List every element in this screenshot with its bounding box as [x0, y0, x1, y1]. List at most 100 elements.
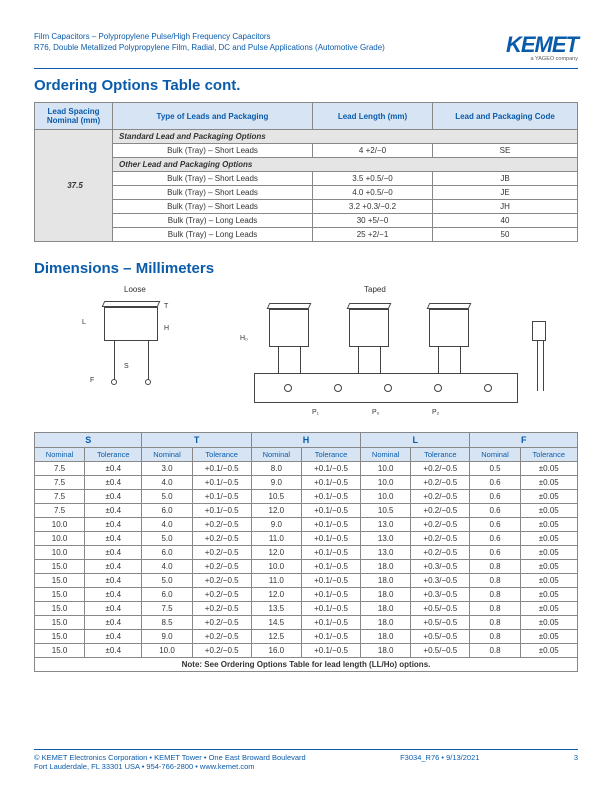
cell: +0.2/−0.5 [411, 546, 470, 560]
cell: ±0.4 [85, 574, 142, 588]
sub-nom: Nominal [35, 448, 85, 462]
cell: +0.1/−0.5 [301, 644, 360, 658]
footer-line1: © KEMET Electronics Corporation • KEMET … [34, 753, 306, 763]
cell: ±0.05 [520, 644, 577, 658]
taped-capacitor-icon: H₀ P₁ P₀ P₂ [254, 291, 534, 411]
col-lead-spacing: Lead Spacing Nominal (mm) [35, 103, 113, 130]
cell: +0.2/−0.5 [192, 588, 251, 602]
cell: 8.5 [142, 616, 192, 630]
cell: ±0.05 [520, 532, 577, 546]
table-row: 15.0±0.44.0+0.2/−0.510.0+0.1/−0.518.0+0.… [35, 560, 578, 574]
cell: +0.1/−0.5 [301, 504, 360, 518]
dim-h0: H₀ [240, 335, 248, 342]
cell: 0.8 [470, 560, 520, 574]
cell: +0.2/−0.5 [411, 518, 470, 532]
sub-tol: Tolerance [301, 448, 360, 462]
table-row: 7.5±0.46.0+0.1/−0.512.0+0.1/−0.510.5+0.2… [35, 504, 578, 518]
dimensions-table: S T H L F NominalTolerance NominalTolera… [34, 432, 578, 672]
kemet-logo: KEMET [506, 32, 578, 58]
cell: ±0.4 [85, 644, 142, 658]
cell: +0.1/−0.5 [301, 588, 360, 602]
cell: 0.8 [470, 588, 520, 602]
cell: ±0.4 [85, 602, 142, 616]
cell: +0.3/−0.5 [411, 560, 470, 574]
cell: 15.0 [35, 644, 85, 658]
cell: 13.0 [361, 546, 411, 560]
cell: 6.0 [142, 546, 192, 560]
table-row: 7.5±0.45.0+0.1/−0.510.5+0.1/−0.510.0+0.2… [35, 490, 578, 504]
loose-label: Loose [124, 285, 146, 294]
cell: 5.0 [142, 532, 192, 546]
cell: +0.1/−0.5 [192, 476, 251, 490]
cell: Bulk (Tray) – Short Leads [113, 172, 313, 186]
cell: 4.0 [142, 476, 192, 490]
cell: 4.0 [142, 560, 192, 574]
cell: 7.5 [35, 490, 85, 504]
cell: ±0.05 [520, 574, 577, 588]
cell: 10.5 [251, 490, 301, 504]
cell: 11.0 [251, 574, 301, 588]
cell: 11.0 [251, 532, 301, 546]
cell: 7.5 [35, 504, 85, 518]
cell: 13.0 [361, 518, 411, 532]
cell: +0.2/−0.5 [192, 532, 251, 546]
table-row: Bulk (Tray) – Long Leads25 +2/−150 [35, 228, 578, 242]
dimensions-diagram: Loose Taped L T H S F H₀ P₁ P₀ P₂ [34, 285, 578, 420]
cell: ±0.05 [520, 616, 577, 630]
cell: +0.2/−0.5 [411, 504, 470, 518]
cell: 6.0 [142, 588, 192, 602]
grp-f: F [470, 433, 578, 448]
cell: 18.0 [361, 574, 411, 588]
cell: +0.3/−0.5 [411, 588, 470, 602]
table-row: 15.0±0.48.5+0.2/−0.514.5+0.1/−0.518.0+0.… [35, 616, 578, 630]
cell: 10.0 [35, 546, 85, 560]
col-lead-type: Type of Leads and Packaging [113, 103, 313, 130]
cell: 3.0 [142, 462, 192, 476]
cell: +0.2/−0.5 [192, 616, 251, 630]
grp-l: L [361, 433, 470, 448]
cell: 10.0 [35, 532, 85, 546]
page-header: Film Capacitors – Polypropylene Pulse/Hi… [34, 32, 578, 62]
cell: +0.1/−0.5 [192, 504, 251, 518]
ordering-title: Ordering Options Table cont. [34, 77, 578, 94]
col-packaging-code: Lead and Packaging Code [433, 103, 578, 130]
table-row: 10.0±0.46.0+0.2/−0.512.0+0.1/−0.513.0+0.… [35, 546, 578, 560]
cell: +0.5/−0.5 [411, 602, 470, 616]
cell: 12.0 [251, 504, 301, 518]
cell: 0.6 [470, 490, 520, 504]
cell: ±0.05 [520, 518, 577, 532]
cell: 7.5 [35, 476, 85, 490]
loose-capacitor-icon: L T H S F [94, 305, 174, 385]
cell: +0.1/−0.5 [301, 476, 360, 490]
cell: ±0.4 [85, 532, 142, 546]
dim-group-header: S T H L F [35, 433, 578, 448]
cell: 15.0 [35, 588, 85, 602]
cell: 8.0 [251, 462, 301, 476]
cell: ±0.05 [520, 490, 577, 504]
cell: Bulk (Tray) – Long Leads [113, 228, 313, 242]
cell: 0.8 [470, 574, 520, 588]
dim-p1: P₁ [312, 409, 319, 416]
grp-s: S [35, 433, 142, 448]
cell: +0.1/−0.5 [301, 602, 360, 616]
cell: 15.0 [35, 630, 85, 644]
cell: 7.5 [35, 462, 85, 476]
dim-l: L [82, 319, 86, 326]
col-lead-length: Lead Length (mm) [313, 103, 433, 130]
dim-p2: P₂ [432, 409, 439, 416]
cell: 18.0 [361, 616, 411, 630]
cell: 18.0 [361, 588, 411, 602]
cell: 0.6 [470, 532, 520, 546]
doc-subtitle-block: Film Capacitors – Polypropylene Pulse/Hi… [34, 32, 385, 54]
cell: 12.5 [251, 630, 301, 644]
table-row: 15.0±0.47.5+0.2/−0.513.5+0.1/−0.518.0+0.… [35, 602, 578, 616]
std-options-label: Standard Lead and Packaging Options [113, 130, 578, 144]
cell: 0.8 [470, 616, 520, 630]
cell: ±0.4 [85, 630, 142, 644]
table-row: 15.0±0.46.0+0.2/−0.512.0+0.1/−0.518.0+0.… [35, 588, 578, 602]
cell: 9.0 [142, 630, 192, 644]
table-row: 15.0±0.49.0+0.2/−0.512.5+0.1/−0.518.0+0.… [35, 630, 578, 644]
cell: 10.0 [361, 462, 411, 476]
cell: 0.8 [470, 630, 520, 644]
table-row: Bulk (Tray) – Short Leads3.2 +0.3/−0.2JH [35, 200, 578, 214]
